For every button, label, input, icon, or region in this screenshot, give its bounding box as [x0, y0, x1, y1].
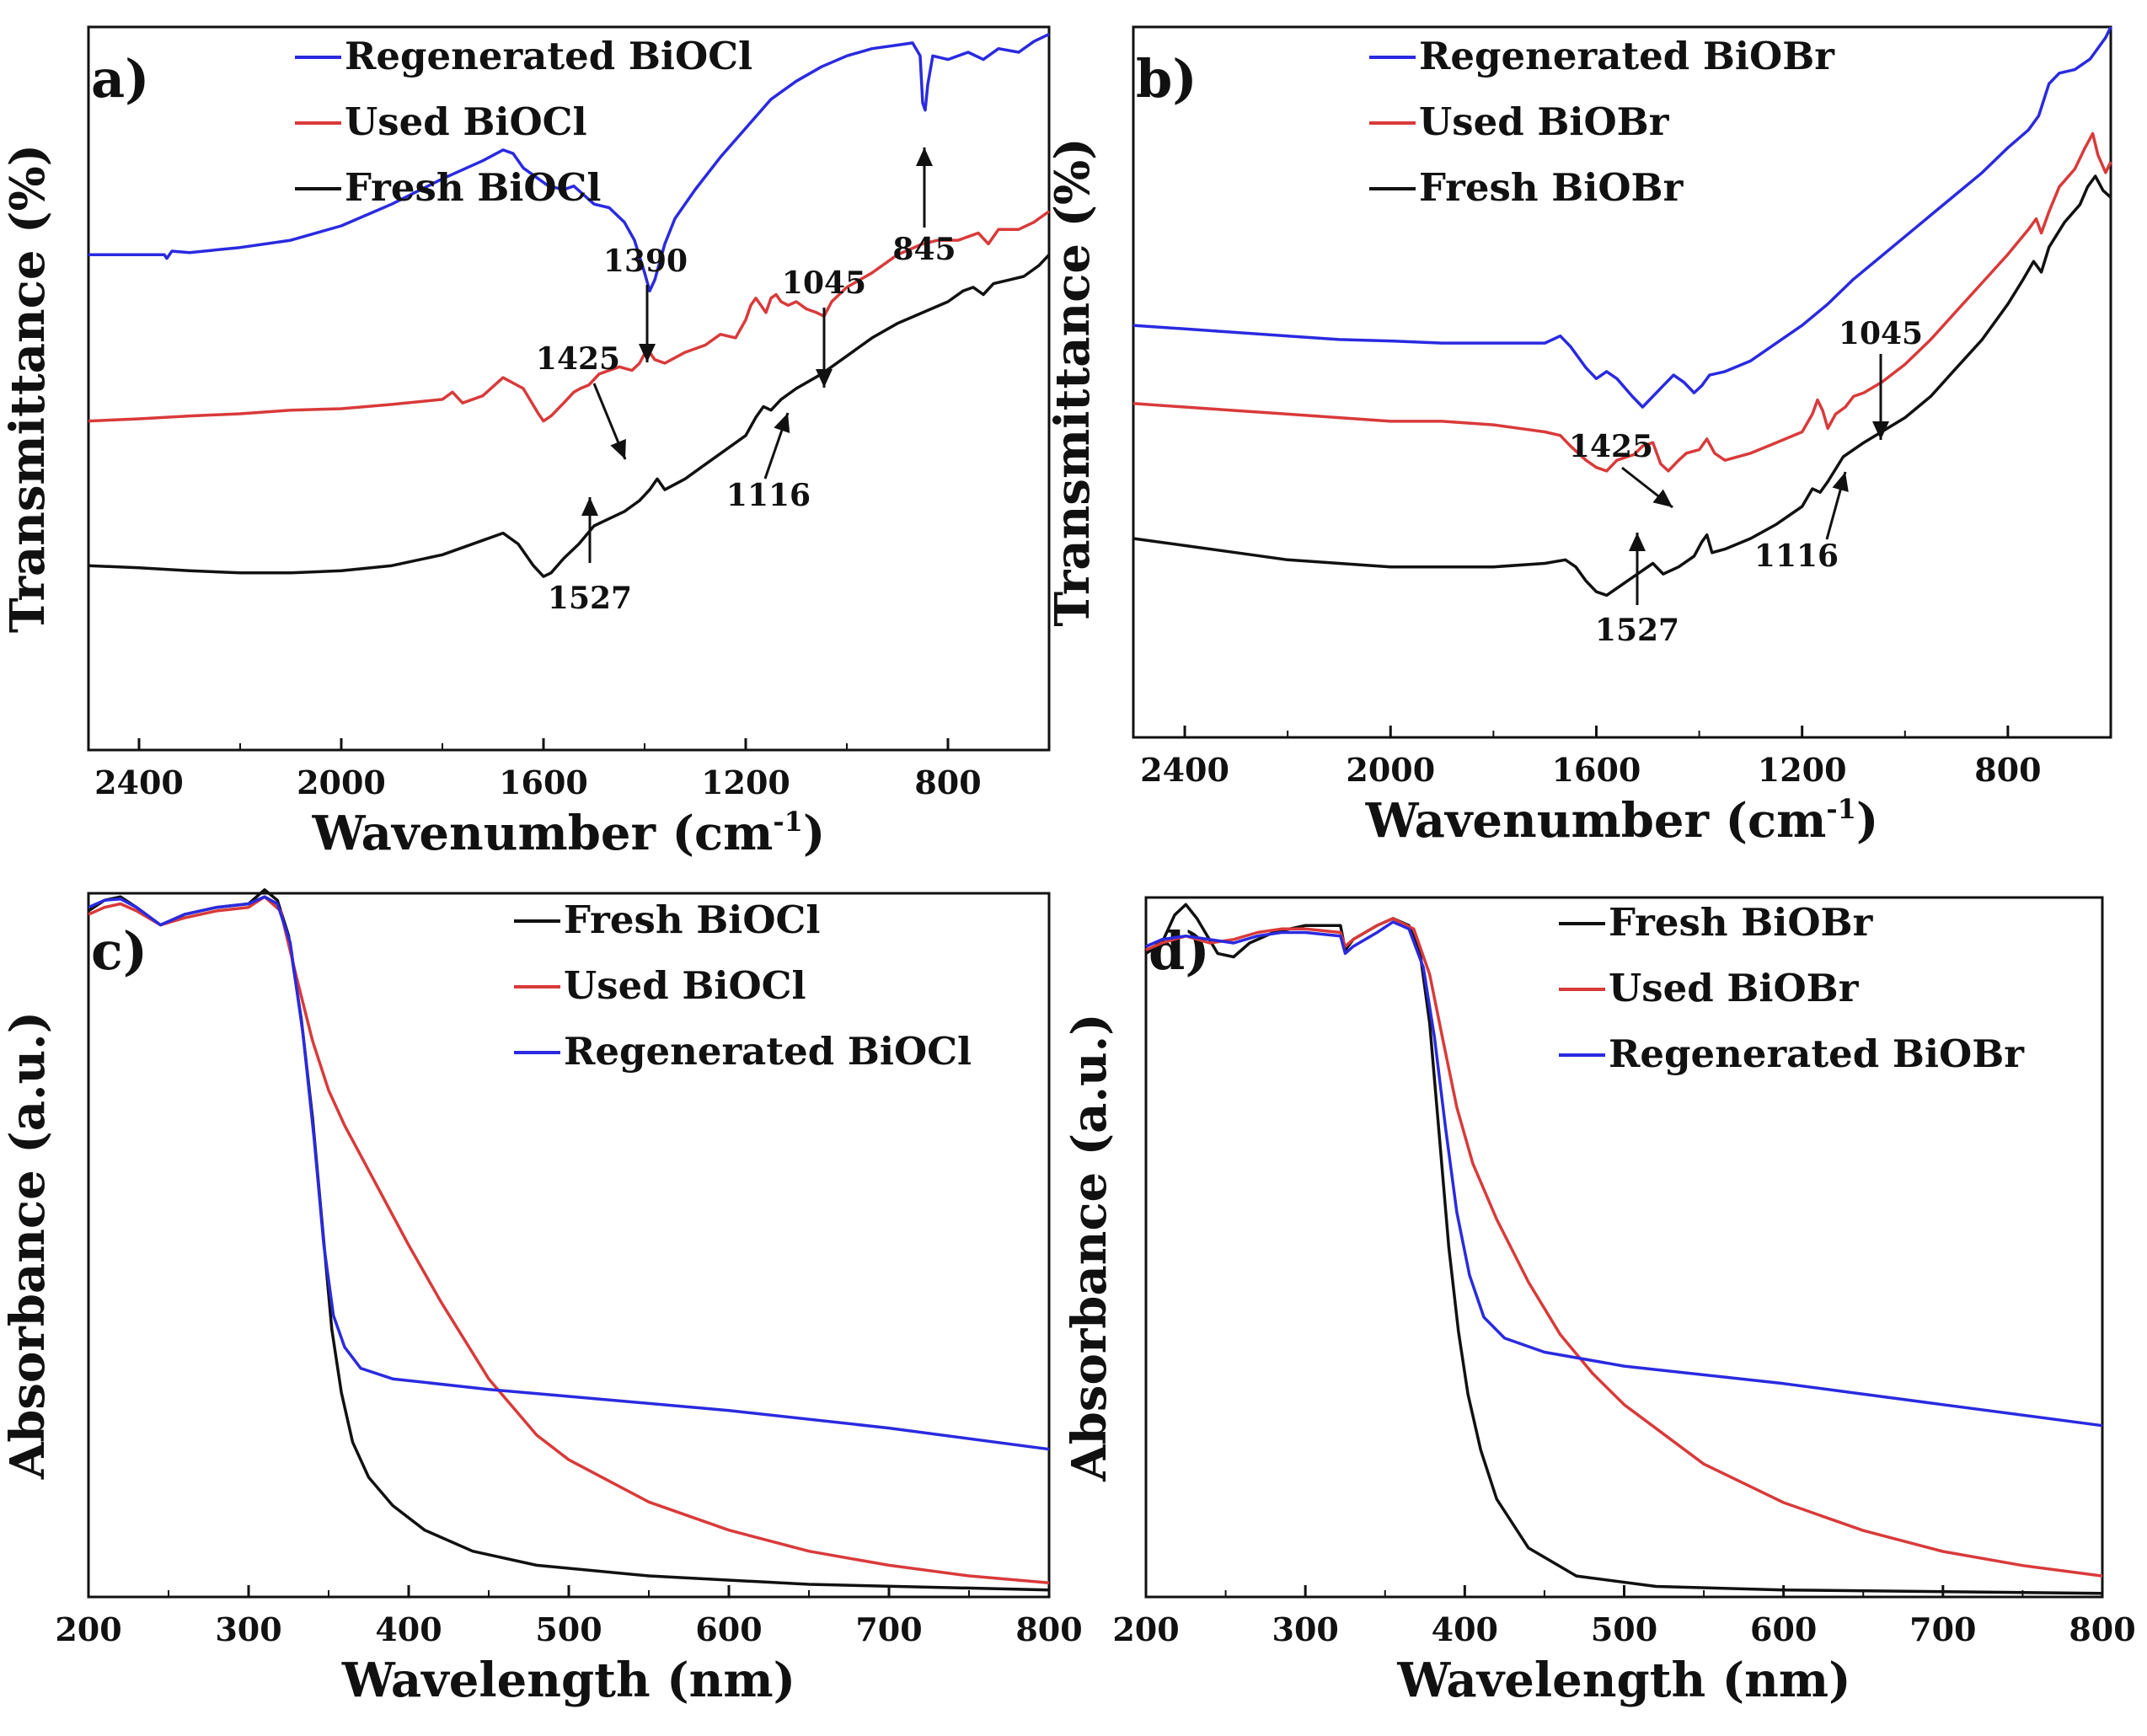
peak-label: 1527 [548, 581, 632, 616]
series-line-regenerated-biocl [88, 33, 1050, 292]
legend-entry: Fresh BiOCl [564, 897, 820, 942]
x-tick-label: 1600 [499, 764, 588, 801]
peak-arrowhead [816, 369, 833, 388]
series-line-fresh-biocl [88, 254, 1051, 578]
legend-entry: Regenerated BiOCl [345, 34, 752, 78]
series-line-regenerated-biobr [1145, 920, 2103, 1428]
x-tick-label: 200 [55, 1610, 121, 1648]
y-axis-label: Transmittance (%) [0, 144, 56, 633]
legend-entry: Fresh BiOBr [1609, 900, 1874, 945]
peak-arrowhead [774, 413, 790, 434]
x-tick-label: 400 [1432, 1610, 1498, 1648]
series-line-used-biobr [1132, 131, 2112, 473]
x-tick-label: 500 [535, 1610, 602, 1648]
panel-label: a) [91, 48, 150, 110]
y-axis-label: Transmittance (%) [1045, 137, 1100, 626]
legend-entry: Used BiOBr [1419, 99, 1670, 144]
peak-arrowhead [1872, 421, 1889, 440]
panel-b: 2400 2000 1600 1200 800 Wavenumber (cm-1) Tran… [1045, 25, 2112, 849]
legend-entry: Used BiOBr [1609, 966, 1860, 1010]
x-tick-label: 200 [1112, 1610, 1179, 1648]
panel-c: 200 300 400 500 600 700 800 Wavelength (nm) Abso… [0, 888, 1083, 1708]
plot-frame [87, 25, 1051, 752]
x-tick-label: 2400 [1140, 751, 1229, 789]
legend-entry: Regenerated BiOBr [1419, 34, 1835, 78]
x-tick-label: 1200 [1758, 751, 1847, 789]
x-axis-label: Wavenumber (cm-1) [312, 806, 826, 861]
peak-label: 1527 [1595, 613, 1679, 648]
series-line-used-biobr [1145, 917, 2103, 1578]
panel-d: 200 300 400 500 600 700 800 Wavelength (nm) Abso… [1062, 896, 2136, 1708]
peak-arrowhead [1832, 472, 1849, 492]
series-line-regenerated-biobr [1132, 26, 2112, 409]
x-tick-label: 800 [1974, 751, 2041, 789]
x-tick-label: 300 [215, 1610, 281, 1648]
x-tick-label: 400 [375, 1610, 442, 1648]
x-tick-label: 700 [855, 1610, 922, 1648]
x-tick-label: 2000 [1346, 751, 1435, 789]
x-axis-label: Wavelength (nm) [341, 1653, 795, 1708]
series-line-regenerated-biocl [88, 895, 1050, 1451]
legend-entry: Used BiOCl [564, 963, 806, 1008]
series-line-fresh-biobr [1132, 174, 2112, 597]
panel-a: 2400 2000 1600 1200 800 Wavenumber (cm-1) Tran… [0, 25, 1051, 861]
peak-label: 1116 [1754, 538, 1839, 574]
x-tick-label: 1200 [701, 764, 790, 801]
x-tick-label: 300 [1272, 1610, 1339, 1648]
peak-label: 845 [892, 232, 956, 267]
plot-frame [1132, 25, 2112, 739]
panel-label: c) [91, 920, 147, 982]
legend-entry: Regenerated BiOBr [1609, 1031, 2025, 1076]
peak-label: 1425 [536, 341, 620, 377]
y-axis-label: Absorbance (a.u.) [1062, 1013, 1117, 1481]
x-tick-label: 600 [1750, 1610, 1817, 1648]
peak-arrowhead [916, 147, 933, 166]
legend-entry: Regenerated BiOCl [564, 1029, 972, 1074]
peak-arrowhead [639, 344, 656, 362]
peak-label: 1116 [726, 478, 811, 513]
x-tick-label: 600 [695, 1610, 762, 1648]
x-axis-label: Wavenumber (cm-1) [1365, 793, 1879, 849]
peak-label: 1045 [1839, 316, 1923, 351]
x-axis-label: Wavelength (nm) [1396, 1653, 1850, 1708]
x-tick-label: 700 [1909, 1610, 1976, 1648]
x-tick-label: 800 [914, 764, 981, 801]
x-tick-label: 800 [2069, 1610, 2135, 1648]
peak-arrowhead [581, 497, 598, 516]
peak-label: 1425 [1569, 429, 1653, 464]
legend-entry: Used BiOCl [345, 99, 587, 144]
x-tick-label: 2000 [297, 764, 386, 801]
peak-arrowhead [1652, 489, 1673, 507]
peak-label: 1045 [782, 265, 866, 301]
legend-entry: Fresh BiOBr [1419, 165, 1684, 210]
peak-arrowhead [610, 438, 626, 459]
peak-label: 1390 [603, 244, 688, 279]
panel-label: d) [1148, 920, 1210, 982]
panel-label: b) [1136, 48, 1197, 110]
legend-entry: Fresh BiOCl [345, 165, 601, 210]
x-tick-label: 1600 [1552, 751, 1641, 789]
x-tick-label: 500 [1591, 1610, 1657, 1648]
x-tick-label: 800 [1015, 1610, 1082, 1648]
series-line-used-biocl [88, 210, 1051, 423]
x-tick-label: 2400 [94, 764, 184, 801]
peak-arrowhead [1629, 533, 1646, 551]
y-axis-label: Absorbance (a.u.) [0, 1011, 56, 1480]
